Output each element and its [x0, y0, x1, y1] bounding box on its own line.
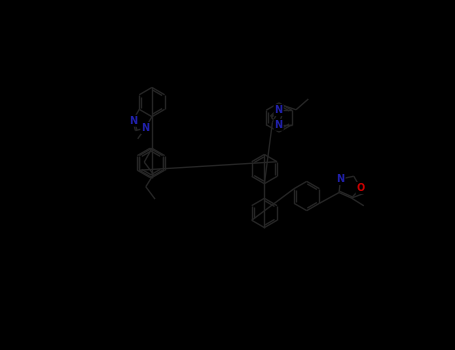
Text: N: N [274, 105, 283, 115]
Text: N: N [129, 116, 137, 126]
Text: O: O [356, 183, 365, 193]
Text: N: N [336, 174, 344, 184]
Text: N: N [142, 123, 150, 133]
Text: N: N [274, 120, 283, 130]
